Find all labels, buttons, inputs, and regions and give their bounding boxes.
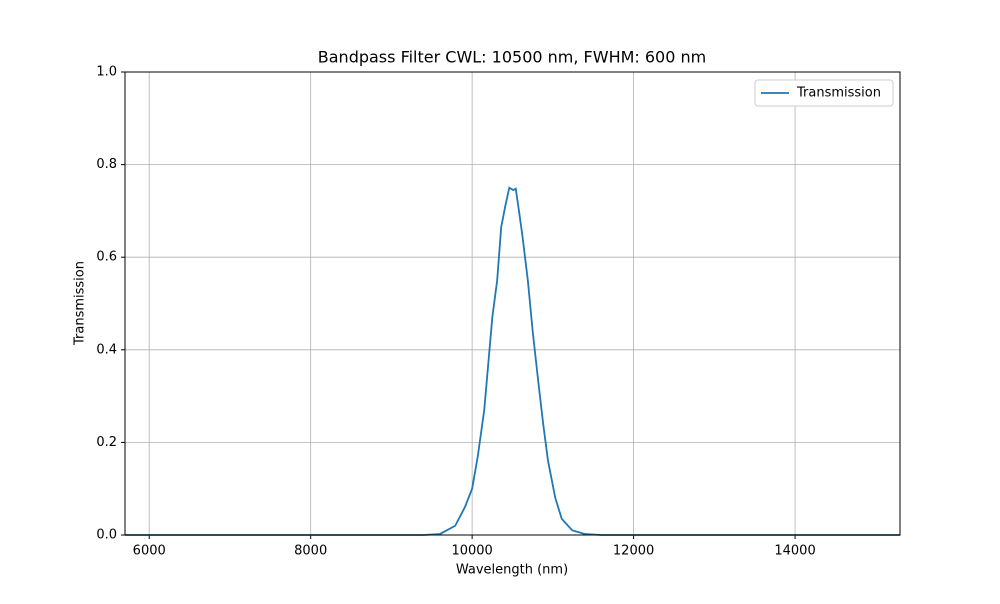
y-axis-label: Transmission (73, 261, 88, 346)
y-tick-label: 0.0 (96, 528, 117, 543)
x-tick-label: 10000 (451, 544, 492, 559)
line-series (125, 186, 900, 536)
chart-title: Bandpass Filter CWL: 10500 nm, FWHM: 600… (318, 48, 706, 67)
legend-label: Transmission (796, 86, 881, 101)
x-tick-label: 6000 (133, 544, 166, 559)
y-tick-label: 0.6 (96, 250, 117, 265)
x-axis-label: Wavelength (nm) (456, 563, 568, 578)
y-tick-label: 0.2 (96, 435, 117, 450)
x-tick-label: 14000 (774, 544, 815, 559)
legend-box (754, 79, 894, 107)
y-tick-label: 0.8 (96, 157, 117, 172)
x-tick-label: 12000 (613, 544, 654, 559)
y-tick-label: 1.0 (96, 65, 117, 80)
x-tick-label: 8000 (294, 544, 327, 559)
y-tick-label: 0.4 (96, 342, 117, 357)
plot-frame (124, 71, 901, 536)
